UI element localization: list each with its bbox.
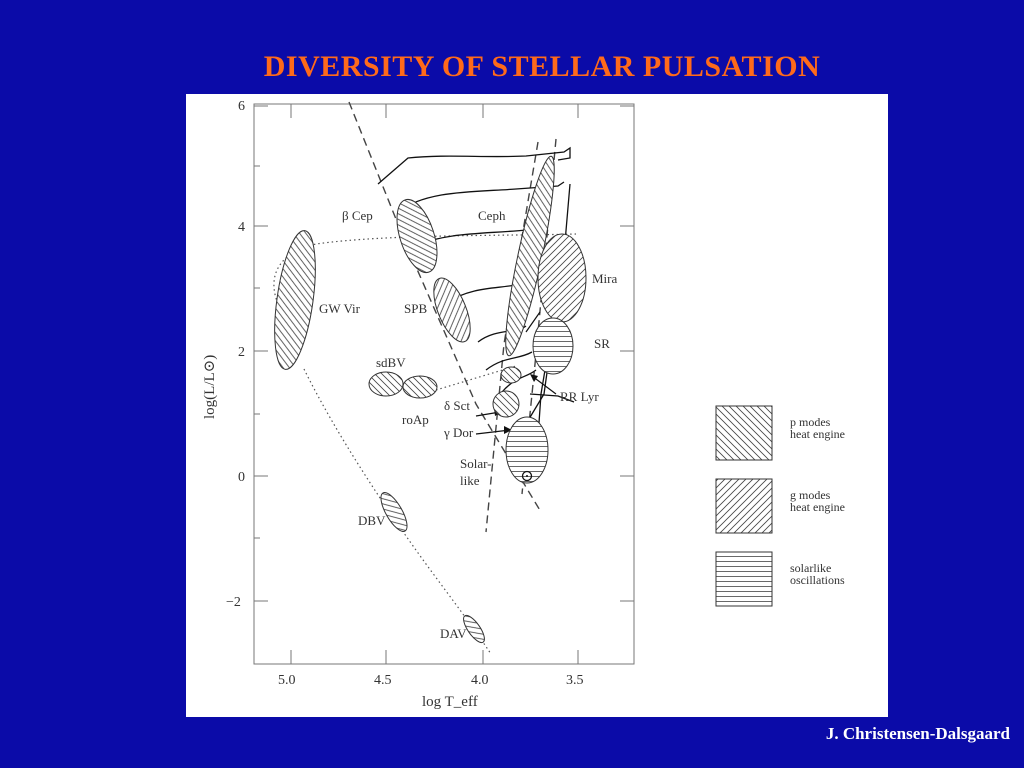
hr-diagram: 6 4 2 0 −2 5.0 4.5 4.0 3.5 log T_eff log…: [202, 99, 845, 710]
label-roap: roAp: [402, 412, 429, 427]
plot-frame: [253, 103, 635, 665]
rrlyr-region: [500, 366, 522, 384]
legend-solarlike-line2: oscillations: [790, 573, 845, 587]
y-tick-6: 6: [238, 99, 245, 114]
sdbv-region-2: [402, 375, 438, 399]
dbv-region: [380, 492, 408, 532]
dav-region: [463, 614, 485, 644]
label-sdbv: sdBV: [376, 355, 406, 370]
y-tick-4: 4: [238, 220, 245, 235]
hr-diagram-panel: 6 4 2 0 −2 5.0 4.5 4.0 3.5 log T_eff log…: [186, 94, 888, 717]
y-tick-0: 0: [238, 470, 245, 485]
legend-swatch-g-modes: [715, 478, 773, 534]
legend-g-modes-line1: g modes: [790, 488, 831, 502]
label-mira: Mira: [592, 271, 618, 286]
label-gwvir: GW Vir: [319, 301, 361, 316]
legend-swatch-p-modes: [715, 405, 773, 461]
label-ceph: Ceph: [478, 208, 506, 223]
bcep-region: [396, 198, 438, 274]
dsct-region: [492, 390, 520, 418]
x-tick-3.5: 3.5: [566, 673, 584, 688]
legend-p-modes-line1: p modes: [790, 415, 831, 429]
label-dsct: δ Sct: [444, 398, 470, 413]
legend-solarlike-line1: solarlike: [790, 561, 831, 575]
dotted-tracks: [273, 233, 577, 655]
x-ticks: [290, 104, 579, 664]
solarlike-region: [505, 416, 549, 484]
label-bcep: β Cep: [342, 208, 373, 223]
author-credit: J. Christensen-Dalsgaard: [825, 724, 1010, 743]
label-gdor: γ Dor: [443, 425, 474, 440]
sr-region: [532, 317, 574, 375]
mira-region: [537, 233, 587, 323]
y-tick-neg2: −2: [226, 595, 241, 610]
x-axis-label: log T_eff: [422, 694, 478, 710]
label-spb: SPB: [404, 301, 427, 316]
gwvir-region: [274, 230, 316, 370]
slide-title: DIVERSITY OF STELLAR PULSATION: [263, 50, 821, 83]
label-dbv: DBV: [358, 513, 386, 528]
legend-g-modes-line2: heat engine: [790, 500, 845, 514]
legend-p-modes-line2: heat engine: [790, 427, 845, 441]
label-solar-line2: like: [460, 473, 480, 488]
label-dav: DAV: [440, 626, 467, 641]
x-tick-4.5: 4.5: [374, 673, 392, 688]
legend: p modes heat engine g modes heat engine …: [715, 405, 845, 607]
sun-symbol: [521, 470, 533, 482]
y-tick-2: 2: [238, 345, 245, 360]
y-axis-label: log(L/L⊙): [202, 355, 218, 419]
x-tick-5.0: 5.0: [278, 673, 296, 688]
y-ticks: [254, 105, 634, 602]
label-solar-line1: Solar-: [460, 456, 492, 471]
sdbv-region-1: [368, 371, 404, 397]
label-rrlyr: RR Lyr: [560, 389, 599, 404]
x-tick-4.0: 4.0: [471, 673, 489, 688]
legend-swatch-solarlike: [715, 551, 773, 607]
label-sr: SR: [594, 336, 610, 351]
spb-region: [433, 277, 471, 343]
